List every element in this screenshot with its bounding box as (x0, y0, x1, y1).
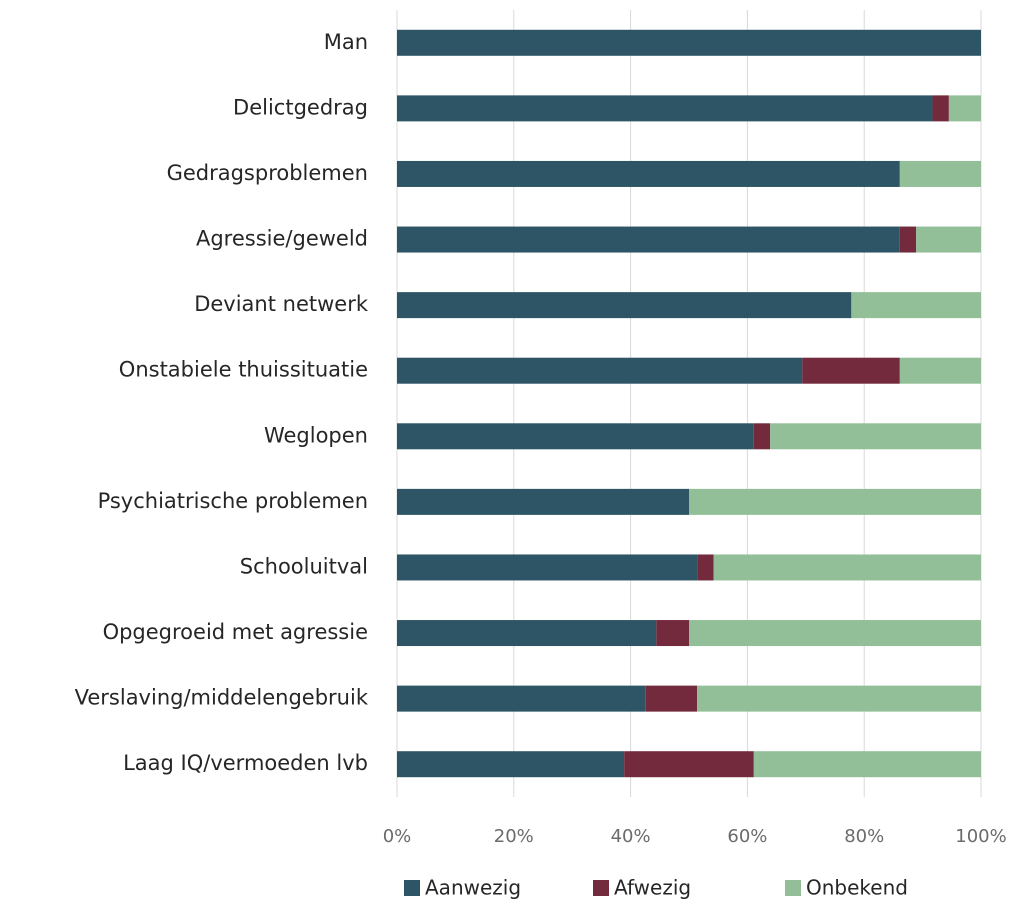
bar-segment (624, 751, 754, 778)
bar-segment (397, 751, 625, 778)
y-tick-label: Agressie/geweld (196, 227, 368, 251)
bar-segment (397, 292, 852, 319)
bar-segment (916, 226, 981, 253)
x-tick-label: 60% (727, 826, 767, 847)
legend-label: Afwezig (614, 876, 691, 900)
bar-segment (689, 620, 981, 647)
legend-label: Aanwezig (425, 876, 521, 900)
y-tick-label: Weglopen (264, 423, 368, 447)
bar-segment (397, 685, 646, 712)
bar-segment (899, 160, 981, 187)
bar-segment (948, 95, 981, 122)
y-tick-label: Verslaving/middelengebruik (75, 686, 369, 710)
bar-segment (656, 620, 689, 647)
y-tick-label: Opgegroeid met agressie (103, 620, 368, 644)
bar-segment (689, 488, 981, 515)
x-tick-label: 0% (383, 826, 412, 847)
bar-segment (899, 357, 981, 384)
bar-segment (753, 423, 771, 450)
y-tick-label: Delictgedrag (233, 95, 368, 119)
y-tick-label: Deviant netwerk (194, 292, 369, 316)
y-tick-label: Man (324, 30, 368, 54)
legend-swatch (593, 880, 609, 896)
bar-segment (397, 488, 689, 515)
x-tick-label: 100% (955, 826, 1006, 847)
bar-segment (397, 423, 754, 450)
bar-segment (753, 751, 981, 778)
y-tick-label: Laag IQ/vermoeden lvb (123, 751, 368, 775)
bar-segment (932, 95, 949, 122)
y-tick-label: Schooluitval (240, 554, 368, 578)
bar-segment (397, 95, 933, 122)
bar-segment (713, 554, 981, 581)
bar-segment (899, 226, 917, 253)
bar-segment (697, 554, 714, 581)
bar-segment (397, 357, 803, 384)
bar-segment (397, 29, 981, 56)
legend-swatch (785, 880, 801, 896)
x-tick-label: 80% (844, 826, 884, 847)
legend-label: Onbekend (806, 876, 908, 900)
x-tick-label: 40% (611, 826, 651, 847)
bar-segment (397, 160, 900, 187)
bar-segment (697, 685, 981, 712)
legend-swatch (404, 880, 420, 896)
y-tick-label: Gedragsproblemen (167, 161, 368, 185)
x-tick-label: 20% (494, 826, 534, 847)
bar-segment (770, 423, 981, 450)
bar-segment (851, 292, 981, 319)
y-tick-label: Psychiatrische problemen (98, 489, 368, 513)
y-tick-label: Onstabiele thuissituatie (119, 358, 368, 382)
bar-segment (802, 357, 900, 384)
bar-segment (397, 226, 900, 253)
bar-segment (645, 685, 698, 712)
bar-segment (397, 620, 657, 647)
bar-segment (397, 554, 698, 581)
